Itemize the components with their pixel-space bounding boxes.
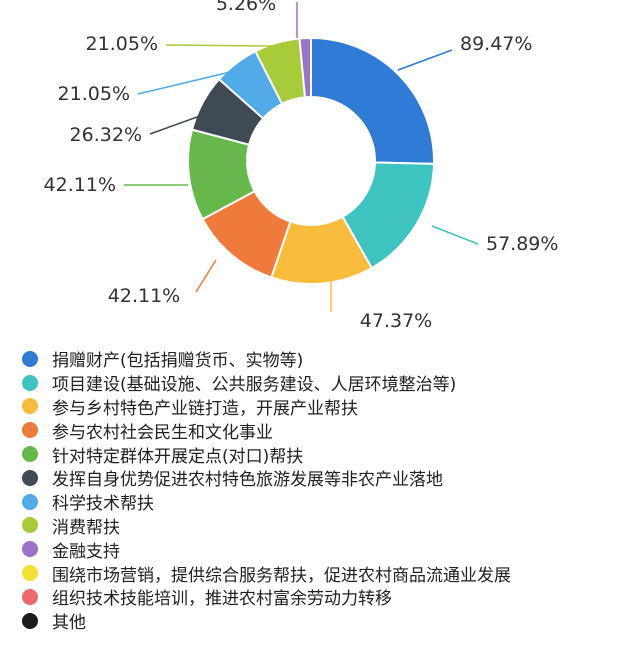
legend-item: 其他: [22, 609, 511, 633]
slices-group: [187, 36, 435, 285]
pct-label-5: 42.11%: [44, 174, 116, 196]
pct-label-6: 26.32%: [70, 124, 142, 146]
legend-label: 参与农村社会民生和文化事业: [52, 422, 273, 443]
legend-dot-icon: [22, 374, 38, 391]
legend-label: 消费帮扶: [52, 517, 120, 538]
leader-line-2: [431, 225, 479, 245]
legend-label: 科学技术帮扶: [52, 494, 154, 515]
legend-dot-icon: [22, 493, 38, 510]
slice-1: [310, 36, 435, 165]
pct-label-7: 21.05%: [58, 83, 130, 105]
legend-dot-icon: [22, 517, 38, 534]
leader-line-6: [149, 111, 212, 135]
leader-lines-group: [124, 2, 479, 312]
legend-item: 针对特定群体开展定点(对口)帮扶: [22, 442, 511, 467]
donut-chart: 89.47% 57.89% 47.37% 42.11% 42.11% 26.32% 21.0…: [44, 0, 559, 332]
legend: 捐赠财产(包括捐赠货币、实物等) 项目建设(基础设施、公共服务建设、人居环境整治等…: [22, 347, 511, 633]
slice-9: [298, 36, 312, 99]
legend-label: 捐赠财产(包括捐赠货币、实物等): [52, 351, 304, 372]
leader-line-7: [137, 67, 248, 95]
legend-label: 参与乡村特色产业链打造，开展产业帮扶: [52, 399, 358, 419]
legend-dot-icon: [22, 612, 38, 629]
legend-item: 组织技术技能培训，推进农村富余劳动力转移: [22, 585, 511, 609]
legend-dot-icon: [22, 588, 38, 605]
pct-label-8: 21.05%: [86, 33, 158, 55]
pct-label-1: 89.47%: [460, 33, 532, 55]
legend-dot-icon: [22, 469, 38, 486]
legend-dot-icon: [22, 565, 38, 582]
legend-label: 金融支持: [52, 541, 120, 562]
leader-line-1: [397, 49, 453, 71]
pct-label-4: 42.11%: [108, 285, 180, 307]
legend-item: 金融支持: [22, 537, 511, 562]
pct-label-9: 5.26%: [216, 0, 276, 15]
pct-labels-group: 89.47% 57.89% 47.37% 42.11% 42.11% 26.32% 21.0…: [44, 0, 559, 332]
legend-item: 围绕市场营销，提供综合服务帮扶，促进农村商品流通业发展: [22, 561, 511, 586]
legend-item: 参与乡村特色产业链打造，开展产业帮扶: [22, 395, 511, 419]
leader-line-4: [195, 259, 217, 293]
legend-label: 项目建设(基础设施、公共服务建设、人居环境整治等): [52, 375, 457, 396]
legend-item: 参与农村社会民生和文化事业: [22, 418, 511, 443]
legend-item: 项目建设(基础设施、公共服务建设、人居环境整治等): [22, 371, 511, 395]
legend-item: 消费帮扶: [22, 514, 511, 538]
legend-item: 科学技术帮扶: [22, 490, 511, 514]
legend-item: 发挥自身优势促进农村特色旅游发展等非农产业落地: [22, 466, 511, 490]
legend-dot-icon: [22, 398, 38, 415]
legend-label: 发挥自身优势促进农村特色旅游发展等非农产业落地: [52, 470, 443, 491]
legend-label: 针对特定群体开展定点(对口)帮扶: [52, 446, 304, 467]
legend-label: 其他: [52, 613, 86, 634]
leader-line-8: [165, 44, 273, 47]
legend-dot-icon: [22, 422, 38, 439]
legend-label: 组织技术技能培训，推进农村富余劳动力转移: [52, 589, 392, 610]
legend-dot-icon: [22, 446, 38, 463]
legend-dot-icon: [22, 541, 38, 558]
pct-label-2: 57.89%: [486, 233, 558, 255]
legend-dot-icon: [22, 350, 38, 367]
legend-item: 捐赠财产(包括捐赠货币、实物等): [22, 347, 511, 371]
pct-label-3: 47.37%: [360, 310, 432, 332]
legend-label: 围绕市场营销，提供综合服务帮扶，促进农村商品流通业发展: [52, 565, 511, 586]
